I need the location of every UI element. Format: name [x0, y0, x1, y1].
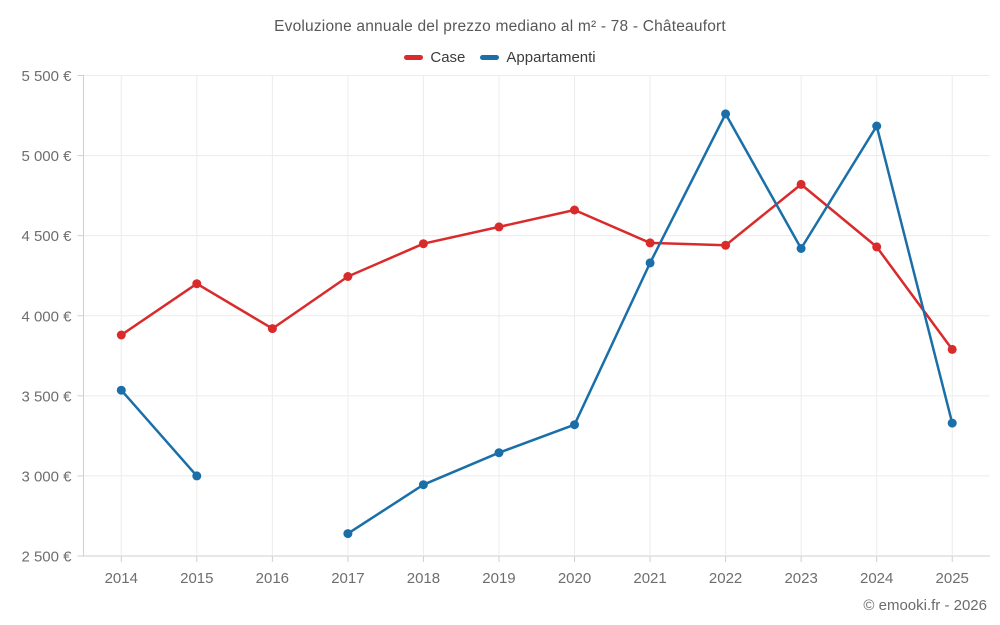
legend-label-appartamenti: Appartamenti	[506, 49, 596, 66]
y-tick-label: 3 000 €	[21, 468, 72, 485]
x-tick-label: 2021	[633, 570, 666, 587]
point-case-2020[interactable]	[570, 205, 579, 215]
point-case-2018[interactable]	[418, 239, 428, 249]
point-case-2024[interactable]	[872, 242, 882, 252]
legend-swatch-appartamenti-icon	[480, 55, 500, 60]
series-line-appartamenti	[120, 388, 199, 478]
point-case-2025[interactable]	[947, 344, 957, 354]
x-tick-label: 2023	[784, 570, 817, 587]
point-appartamenti-2022[interactable]	[721, 109, 731, 119]
x-tick-label: 2022	[709, 570, 742, 587]
point-case-2017[interactable]	[343, 272, 353, 281]
x-tick-label: 2016	[256, 570, 289, 587]
point-case-2023[interactable]	[796, 179, 806, 189]
y-tick-label: 2 500 €	[21, 549, 72, 566]
copyright-credit: © emooki.fr - 2026	[863, 597, 987, 614]
x-tick-label: 2020	[558, 570, 591, 587]
x-tick-label: 2014	[105, 570, 138, 587]
point-appartamenti-2024[interactable]	[872, 121, 882, 131]
point-case-2014[interactable]	[116, 330, 126, 340]
y-tick-label: 4 000 €	[21, 308, 72, 325]
y-tick-label: 4 500 €	[21, 228, 72, 245]
y-tick-label: 5 500 €	[21, 68, 72, 85]
x-tick-label: 2024	[860, 570, 893, 587]
x-tick-label: 2017	[331, 570, 364, 587]
point-appartamenti-2017[interactable]	[343, 529, 353, 539]
point-appartamenti-2025[interactable]	[947, 418, 957, 428]
y-tick-label: 3 500 €	[21, 388, 72, 405]
point-appartamenti-2019[interactable]	[494, 448, 504, 458]
point-appartamenti-2023[interactable]	[796, 244, 806, 253]
series-line-case	[120, 183, 954, 351]
x-tick-label: 2025	[936, 570, 969, 587]
x-tick-label: 2019	[482, 570, 515, 587]
point-appartamenti-2015[interactable]	[192, 471, 202, 481]
legend-item-appartamenti[interactable]: Appartamenti	[480, 49, 596, 66]
point-appartamenti-2020[interactable]	[570, 420, 579, 430]
point-case-2015[interactable]	[192, 279, 202, 289]
chart-title: Evoluzione annuale del prezzo mediano al…	[274, 18, 726, 35]
point-case-2021[interactable]	[645, 238, 655, 248]
legend-label-case: Case	[430, 49, 466, 66]
point-case-2016[interactable]	[267, 324, 277, 334]
x-tick-label: 2018	[407, 570, 440, 587]
point-appartamenti-2021[interactable]	[645, 258, 655, 268]
x-tick-label: 2015	[180, 570, 213, 587]
point-case-2022[interactable]	[721, 240, 731, 250]
point-appartamenti-2014[interactable]	[116, 385, 126, 395]
point-appartamenti-2018[interactable]	[418, 480, 428, 490]
legend: Case Appartamenti	[0, 49, 1000, 66]
legend-item-case[interactable]: Case	[404, 49, 465, 66]
point-case-2019[interactable]	[494, 222, 504, 232]
legend-swatch-case-icon	[404, 55, 424, 60]
y-tick-label: 5 000 €	[21, 148, 72, 165]
